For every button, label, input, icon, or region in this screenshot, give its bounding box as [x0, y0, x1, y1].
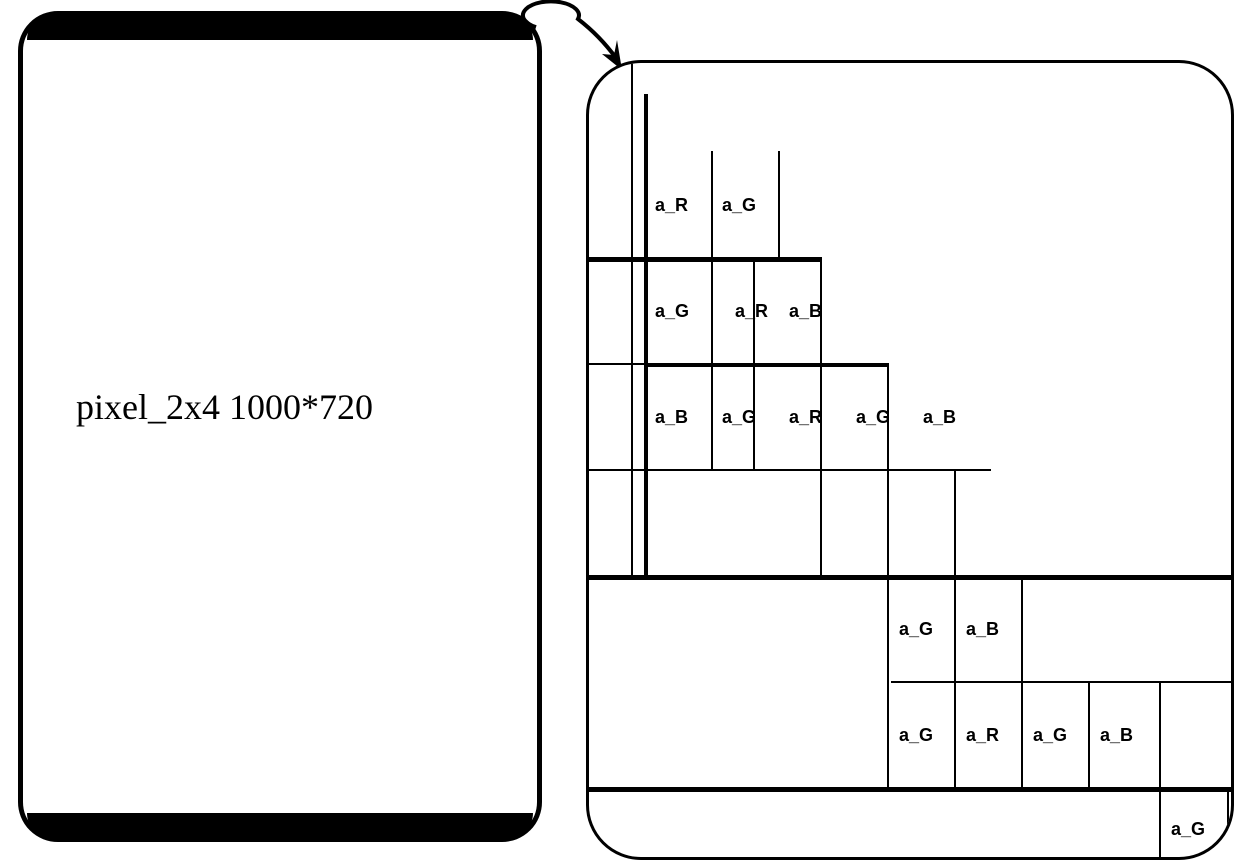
pixel-cell-label: a_G	[722, 407, 756, 428]
pixel-cell-label: a_B	[966, 619, 999, 640]
pixel-cell-label: a_G	[899, 725, 933, 746]
grid-v-line	[1021, 575, 1023, 787]
left-phone-top-bar	[27, 14, 533, 40]
pixel-cell-label: a_G	[1171, 819, 1205, 840]
left-panel-label: pixel_2x4 1000*720	[76, 386, 373, 428]
grid-h-line	[644, 363, 888, 367]
pixel-cell-label: a_G	[1033, 725, 1067, 746]
grid-v-line	[1159, 681, 1161, 860]
grid-h-line	[891, 681, 1234, 683]
grid-v-line	[711, 151, 713, 469]
grid-v-line	[1227, 787, 1229, 860]
grid-v-line	[644, 94, 648, 575]
pixel-cell-label: a_R	[655, 195, 688, 216]
right-zoom-panel: a_Ra_Ga_Ga_Ra_Ba_Ba_Ga_Ra_Ga_Ba_Ga_Ba_Ga…	[586, 60, 1234, 860]
pixel-cell-label: a_B	[923, 407, 956, 428]
pixel-cell-label: a_R	[735, 301, 768, 322]
grid-v-line	[778, 151, 780, 257]
grid-h-line	[589, 469, 991, 471]
pixel-cell-label: a_G	[856, 407, 890, 428]
pixel-cell-label: a_B	[1100, 725, 1133, 746]
grid-h-line	[589, 575, 1234, 580]
grid-v-line	[1088, 681, 1090, 787]
pixel-cell-label: a_B	[655, 407, 688, 428]
grid-v-line	[753, 257, 755, 469]
pixel-cell-label: a_R	[966, 725, 999, 746]
grid-v-line	[954, 469, 956, 787]
diagram-canvas: pixel_2x4 1000*720 a_R a_G a_G a_R a_B a_B a_G…	[0, 0, 1240, 866]
grid-v-line	[631, 63, 633, 575]
pixel-cell-label: a_B	[789, 301, 822, 322]
pixel-cell-label: a_R	[789, 407, 822, 428]
pixel-cell-label: a_G	[899, 619, 933, 640]
pixel-cell-label: a_G	[655, 301, 689, 322]
zoom-arrow-icon	[510, 0, 630, 74]
grid-h-line	[589, 787, 1234, 792]
left-phone-bottom-bar	[27, 813, 533, 839]
grid-h-line	[589, 257, 821, 262]
pixel-cell-label: a_G	[722, 195, 756, 216]
